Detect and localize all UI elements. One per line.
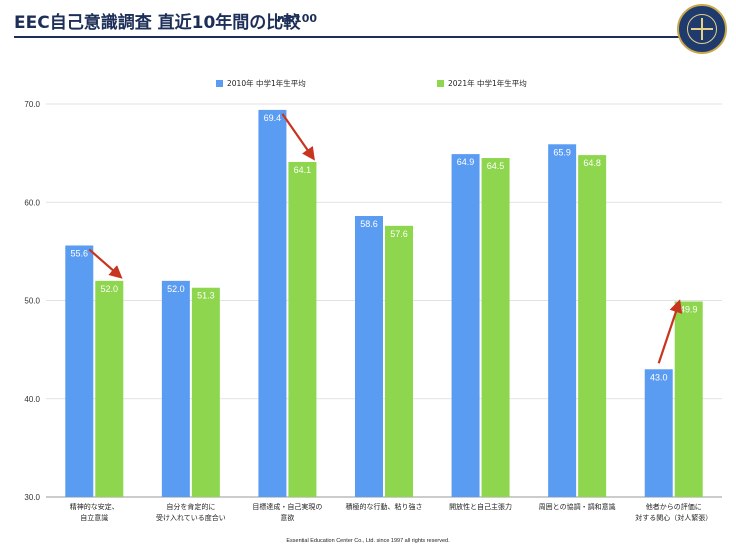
emblem-ring [687, 14, 717, 44]
data-label: 69.4 [264, 113, 282, 123]
data-label: 57.6 [390, 229, 408, 239]
page-title: EEC自己意識調査 直近10年間の比較 [14, 13, 301, 33]
bar [644, 369, 673, 497]
bar [258, 109, 287, 498]
legend-label: 2021年 中学1年生平均 [448, 78, 527, 88]
change-arrow [88, 248, 123, 279]
x-category-label: 自立意識 [80, 513, 108, 522]
x-category-label: 目標達成・自己実現の [252, 502, 322, 511]
y-tick-label: 60.0 [24, 198, 40, 207]
x-category-label: 対する関心（対人緊張） [635, 513, 712, 522]
bar [674, 301, 703, 497]
bar [548, 144, 577, 497]
change-arrow [281, 113, 315, 161]
bar [481, 158, 510, 497]
header: EEC自己意識調査 直近10年間の比較 n=100 [0, 0, 736, 40]
x-category-label: 他者からの評価に [646, 502, 702, 511]
data-label: 65.9 [553, 147, 571, 157]
y-tick-label: 50.0 [24, 297, 40, 306]
data-label: 43.0 [650, 372, 668, 382]
bar [355, 216, 383, 497]
sample-size-label: n=100 [277, 12, 318, 25]
x-category-label: 積極的な行動、粘り強さ [346, 502, 423, 511]
legend-swatch [216, 80, 223, 87]
data-label: 51.3 [197, 291, 215, 301]
x-category-label: 受け入れている度合い [156, 513, 226, 522]
data-label: 58.6 [360, 219, 378, 229]
x-category-label: 自分を肯定的に [166, 502, 215, 511]
legend-label: 2010年 中学1年生平均 [227, 78, 306, 88]
bar [161, 280, 190, 497]
data-label: 49.9 [680, 304, 698, 314]
x-category-label: 精神的な安定、 [70, 502, 119, 511]
eec-emblem-icon [677, 4, 727, 54]
data-label: 64.9 [457, 157, 475, 167]
bar [288, 161, 317, 497]
emblem-cross-horizontal [691, 28, 713, 30]
bar [451, 154, 480, 498]
bar [385, 225, 413, 497]
y-tick-label: 30.0 [24, 493, 40, 502]
header-divider [14, 36, 724, 38]
y-tick-label: 70.0 [24, 100, 40, 109]
x-category-label: 周囲との協調・調和意識 [539, 502, 616, 511]
change-arrow [657, 299, 683, 364]
data-label: 52.0 [101, 284, 119, 294]
legend-swatch [437, 80, 444, 87]
data-label: 64.5 [487, 161, 505, 171]
y-tick-label: 40.0 [24, 395, 40, 404]
bar [95, 280, 124, 497]
data-label: 64.1 [294, 165, 312, 175]
x-category-label: 意欲 [280, 513, 294, 522]
bar [191, 287, 220, 497]
copyright-footer: Essential Education Center Co., Ltd. sin… [286, 538, 450, 544]
data-label: 55.6 [71, 248, 89, 258]
data-label: 64.8 [583, 158, 601, 168]
bar [578, 155, 607, 497]
bar [65, 245, 94, 497]
data-label: 52.0 [167, 284, 185, 294]
bar-chart: 30.0 40.0 50.0 60.0 70.0 2010年 中学1年生平均 2021年 中… [24, 78, 722, 522]
x-category-label: 開放性と自己主張力 [449, 502, 512, 511]
